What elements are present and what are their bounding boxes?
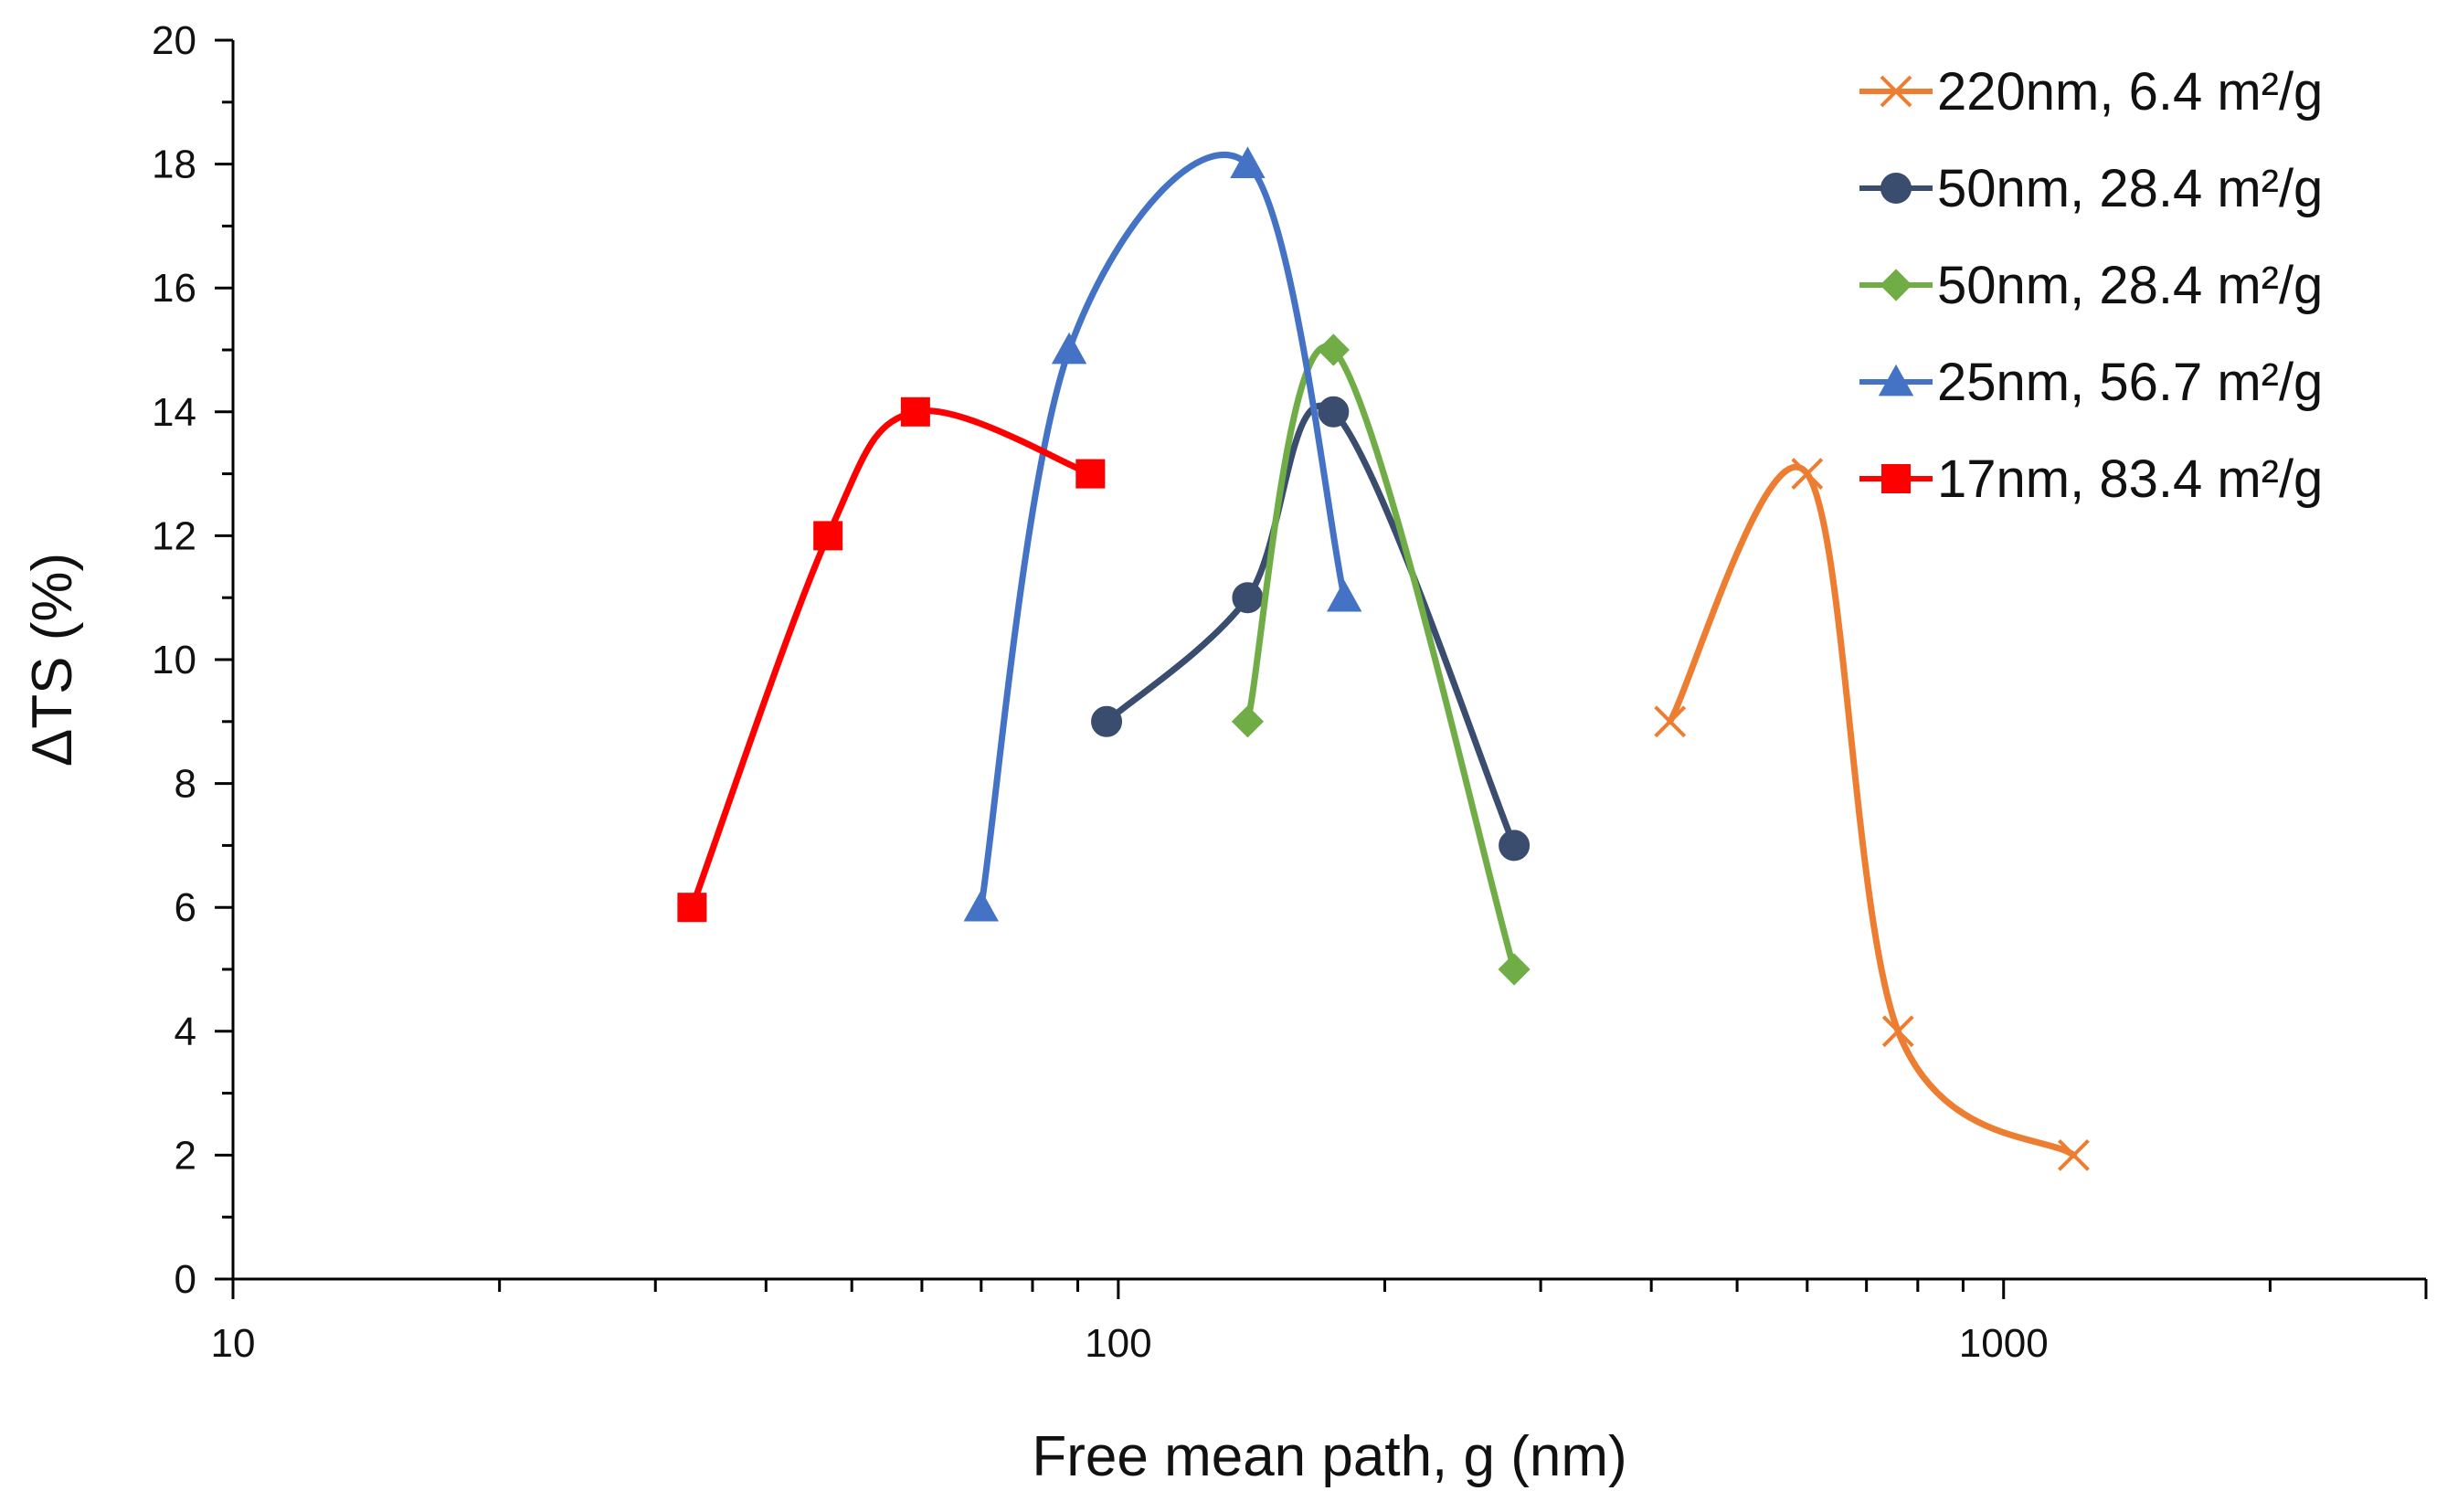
marker-stroke — [1881, 1015, 1914, 1048]
data-point — [963, 890, 999, 922]
marker-stroke — [1654, 705, 1687, 738]
legend-item-0: 220nm, 6.4 m²/g — [1859, 62, 2323, 122]
y-tick-label: 6 — [175, 885, 196, 930]
axes: 0 2 4 6 8 10 12 14 16 18 20 10 100 1000 — [152, 18, 2428, 1366]
series-4 — [677, 397, 1106, 923]
marker-stroke — [1880, 75, 1912, 108]
data-point — [1498, 953, 1531, 986]
series-1 — [1091, 396, 1531, 862]
data-point — [1317, 333, 1350, 366]
series-2 — [1231, 333, 1531, 986]
data-point — [1791, 458, 1824, 491]
data-point — [1051, 332, 1087, 365]
y-tick-label: 2 — [175, 1133, 196, 1178]
legend-label: 220nm, 6.4 m²/g — [1937, 62, 2323, 122]
y-tick-label: 16 — [152, 266, 196, 311]
data-point — [1231, 705, 1265, 738]
y-tick-label: 18 — [152, 143, 196, 187]
legend-item-4: 17nm, 83.4 m²/g — [1859, 449, 2323, 509]
data-point — [2058, 1138, 2090, 1171]
y-tick-label: 0 — [175, 1257, 196, 1302]
series-3 — [963, 146, 1362, 922]
series-line — [978, 152, 1348, 911]
x-tick-label: 1000 — [1959, 1321, 2049, 1366]
data-point — [813, 521, 843, 551]
y-tick-label: 10 — [152, 638, 196, 682]
x-tick-label: 10 — [211, 1321, 256, 1366]
series-layer — [677, 146, 2090, 1171]
series-line — [1667, 463, 2077, 1158]
legend-marker — [1878, 364, 1914, 397]
legend: 220nm, 6.4 m²/g 50nm, 28.4 m²/g 50nm, 28.4… — [1859, 62, 2323, 509]
data-point — [1654, 705, 1687, 738]
series-line — [688, 407, 1094, 911]
legend-item-2: 50nm, 28.4 m²/g — [1859, 256, 2323, 315]
data-point — [677, 893, 707, 923]
data-point — [900, 397, 930, 427]
y-tick-label: 4 — [175, 1010, 196, 1054]
y-tick-label: 14 — [152, 390, 196, 435]
data-point — [1499, 830, 1531, 862]
series-line — [1244, 343, 1518, 973]
y-axis-title: ΔTS (%) — [21, 553, 84, 767]
data-point — [1091, 705, 1123, 737]
legend-item-1: 50nm, 28.4 m²/g — [1859, 159, 2323, 218]
data-point — [1075, 459, 1106, 489]
marker-stroke — [2058, 1138, 2090, 1171]
y-tick-label: 12 — [152, 513, 196, 558]
legend-marker — [1881, 464, 1911, 493]
legend-label: 50nm, 28.4 m²/g — [1937, 159, 2323, 218]
x-axis-title: Free mean path, g (nm) — [1032, 1425, 1626, 1488]
x-tick-label: 100 — [1085, 1321, 1151, 1366]
y-tick-label: 20 — [152, 18, 196, 63]
legend-item-3: 25nm, 56.7 m²/g — [1859, 353, 2323, 412]
data-point — [1318, 396, 1350, 428]
legend-label: 17nm, 83.4 m²/g — [1937, 449, 2323, 509]
data-point — [1881, 1015, 1914, 1048]
marker-stroke — [1791, 458, 1824, 491]
legend-label: 25nm, 56.7 m²/g — [1937, 353, 2323, 412]
data-point — [1232, 582, 1264, 614]
legend-marker — [1880, 173, 1912, 204]
legend-marker — [1880, 75, 1912, 108]
legend-marker — [1880, 269, 1912, 301]
y-tick-label: 8 — [175, 762, 196, 807]
series-line — [1103, 402, 1518, 849]
series-0 — [1654, 458, 2090, 1171]
legend-label: 50nm, 28.4 m²/g — [1937, 256, 2323, 315]
data-point — [1230, 146, 1266, 178]
data-point — [1326, 580, 1362, 612]
